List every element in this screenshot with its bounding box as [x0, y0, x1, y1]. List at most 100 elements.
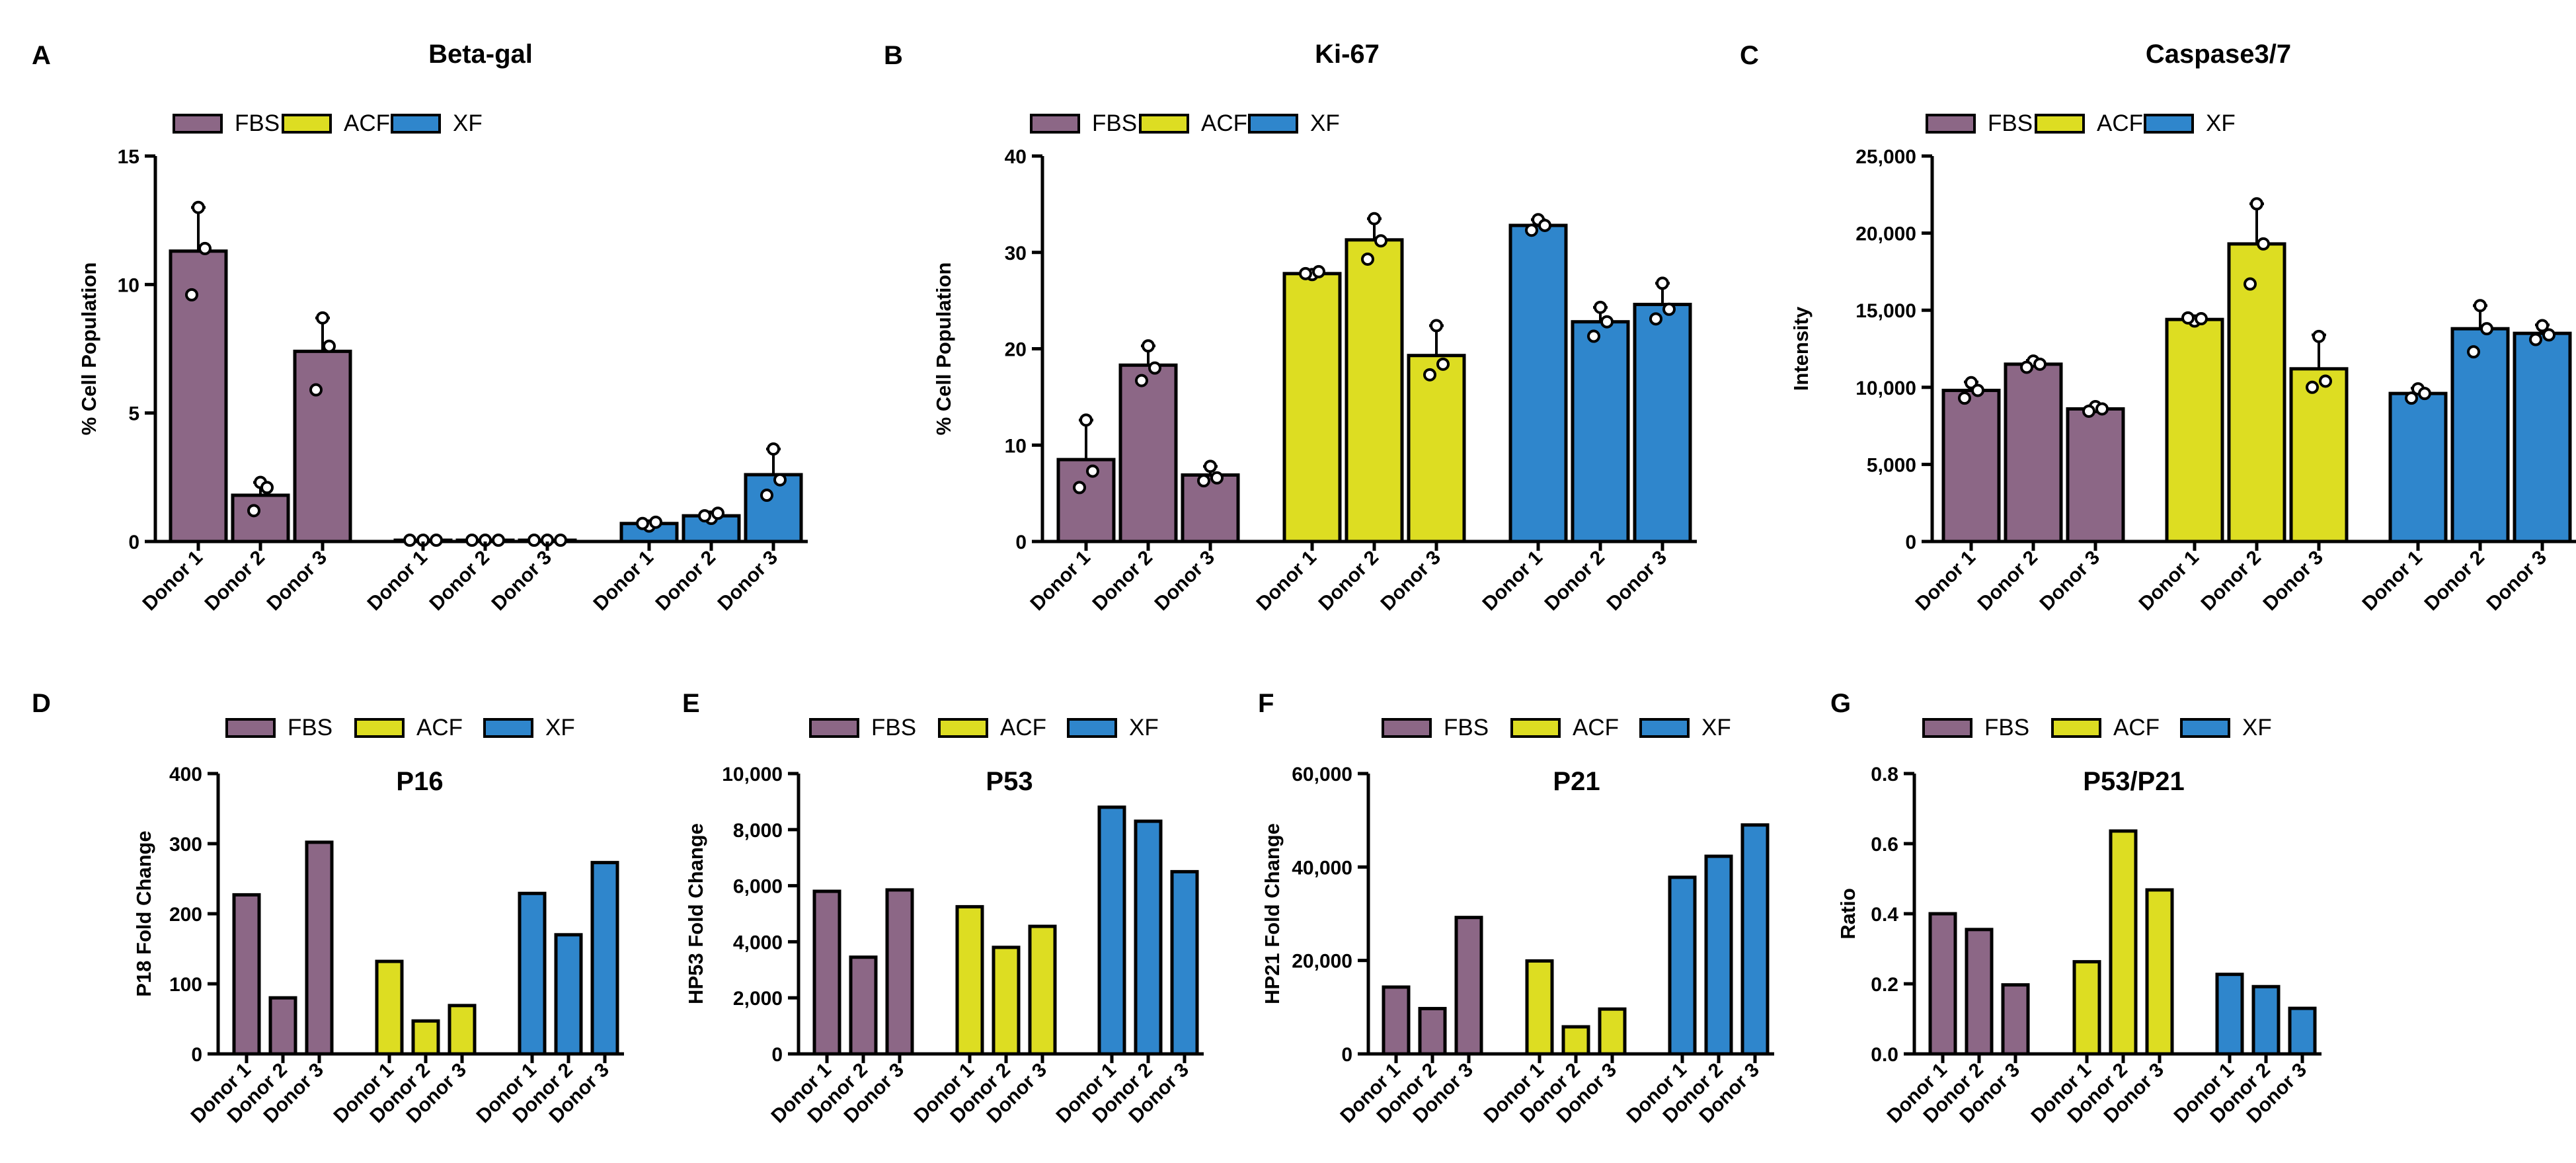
legend-label-xf: XF	[1129, 715, 1159, 741]
y-tick-label: 15,000	[1855, 300, 1916, 322]
data-point	[2536, 319, 2549, 333]
data-point	[760, 489, 773, 502]
y-tick-label: 20	[1005, 339, 1027, 361]
legend-swatch-acf	[282, 114, 332, 134]
bar-xf-donor-2	[1704, 854, 1733, 1056]
bar-fbs-donor-3	[293, 349, 352, 543]
y-axis-label: % Cell Population	[932, 262, 955, 436]
legend-label-fbs: FBS	[1092, 110, 1137, 136]
data-point	[1086, 464, 1099, 478]
x-tick-label: Donor 3	[713, 547, 781, 615]
y-tick-label: 4,000	[733, 932, 783, 953]
x-tick-label: Donor 3	[2259, 547, 2327, 615]
data-point	[1374, 234, 1387, 248]
y-tick-label: 0.4	[1871, 904, 1898, 926]
y-tick-label: 25,000	[1855, 146, 1916, 168]
legend-swatch-xf	[2144, 114, 2194, 134]
x-tick-label: Donor 1	[2358, 547, 2426, 615]
data-point	[2306, 380, 2319, 394]
chart-title: Caspase3/7	[2146, 40, 2291, 69]
panel-d: D P16 FBS ACF XF 0 100 200 300 400 P18 Fold Change…	[32, 689, 624, 1127]
bar-acf-donor-3	[2289, 367, 2349, 543]
data-point	[2181, 311, 2195, 325]
y-axis-label: HP21 Fold Change	[1261, 823, 1284, 1004]
bar-xf-donor-3	[1170, 869, 1199, 1056]
y-axis-label: HP53 Fold Change	[684, 823, 707, 1004]
y-tick-label: 0	[1015, 532, 1027, 553]
bar-fbs-donor-3	[305, 840, 334, 1056]
legend-swatch-fbs	[1382, 718, 1432, 738]
bar-acf-donor-2	[1345, 238, 1404, 543]
legend-swatch-fbs	[173, 114, 223, 134]
data-point	[2312, 329, 2325, 343]
data-point	[636, 516, 649, 530]
legend-label-acf: ACF	[2097, 110, 2143, 136]
panel-letter: G	[1830, 689, 1851, 718]
legend-label-xf: XF	[545, 715, 575, 741]
chart-title: P21	[1553, 767, 1600, 796]
legend-label-acf: ACF	[1000, 715, 1046, 741]
y-tick-label: 6,000	[733, 876, 783, 898]
y-axis-label: % Cell Population	[77, 262, 100, 436]
bar-xf-donor-1	[2388, 391, 2448, 543]
bar-fbs-donor-3	[1454, 916, 1483, 1056]
bar-acf-donor-2	[1561, 1025, 1590, 1056]
legend-swatch-xf	[1639, 718, 1690, 738]
legend-label-xf: XF	[453, 110, 483, 136]
chart-title: P53	[986, 767, 1033, 796]
y-tick-label: 200	[169, 904, 202, 926]
data-point	[198, 241, 212, 255]
x-tick-label: Donor 2	[1314, 547, 1382, 615]
bar-fbs-donor-1	[1928, 912, 1957, 1056]
data-point	[2467, 345, 2480, 359]
x-tick-label: Donor 2	[2420, 547, 2488, 615]
bar-acf-donor-3	[1028, 924, 1057, 1056]
y-tick-label: 40,000	[1292, 857, 1352, 879]
bar-fbs-donor-1	[1056, 458, 1116, 543]
x-tick-label: Donor 3	[1376, 547, 1444, 615]
bar-acf-donor-1	[2072, 960, 2101, 1056]
y-tick-label: 0.0	[1871, 1044, 1898, 1066]
data-point	[2319, 374, 2332, 388]
legend-swatch-acf	[354, 718, 405, 738]
data-point	[260, 481, 274, 495]
chart-title: Ki-67	[1315, 40, 1380, 69]
data-point	[711, 506, 724, 520]
chart-title: Beta-gal	[428, 40, 533, 69]
data-point	[403, 534, 416, 547]
x-tick-label: Donor 2	[1088, 547, 1156, 615]
legend-label-xf: XF	[2242, 715, 2272, 741]
data-point	[698, 509, 711, 523]
bar-acf-donor-1	[1525, 959, 1554, 1056]
x-tick-label: Donor 2	[2197, 547, 2265, 615]
bar-xf-donor-2	[1571, 320, 1630, 543]
panel-letter: D	[32, 689, 51, 718]
data-point	[1656, 276, 1669, 290]
y-tick-label: 0.8	[1871, 764, 1898, 785]
y-tick-label: 10	[118, 274, 139, 296]
data-point	[649, 515, 662, 529]
bar-xf-donor-2	[1134, 819, 1163, 1056]
data-point	[2195, 312, 2208, 326]
x-tick-label: Donor 3	[487, 547, 555, 615]
data-point	[1958, 391, 1971, 405]
legend-label-acf: ACF	[2113, 715, 2160, 741]
legend-label-fbs: FBS	[871, 715, 916, 741]
bar-acf-donor-2	[411, 1019, 440, 1056]
data-point	[1204, 460, 1217, 473]
legend-swatch-acf	[938, 718, 988, 738]
panel-letter: B	[884, 41, 903, 70]
data-point	[2542, 328, 2556, 342]
data-point	[2418, 387, 2431, 401]
y-tick-label: 60,000	[1292, 764, 1352, 785]
bar-xf-donor-1	[518, 891, 547, 1056]
bar-xf-donor-1	[2215, 973, 2244, 1056]
data-point	[1594, 300, 1607, 314]
legend-swatch-fbs	[1030, 114, 1080, 134]
data-point	[1649, 312, 1662, 326]
data-point	[309, 383, 323, 397]
data-point	[2250, 197, 2263, 211]
data-point	[316, 311, 329, 325]
y-axis-label: Ratio	[1836, 888, 1859, 940]
data-point	[2405, 391, 2418, 405]
